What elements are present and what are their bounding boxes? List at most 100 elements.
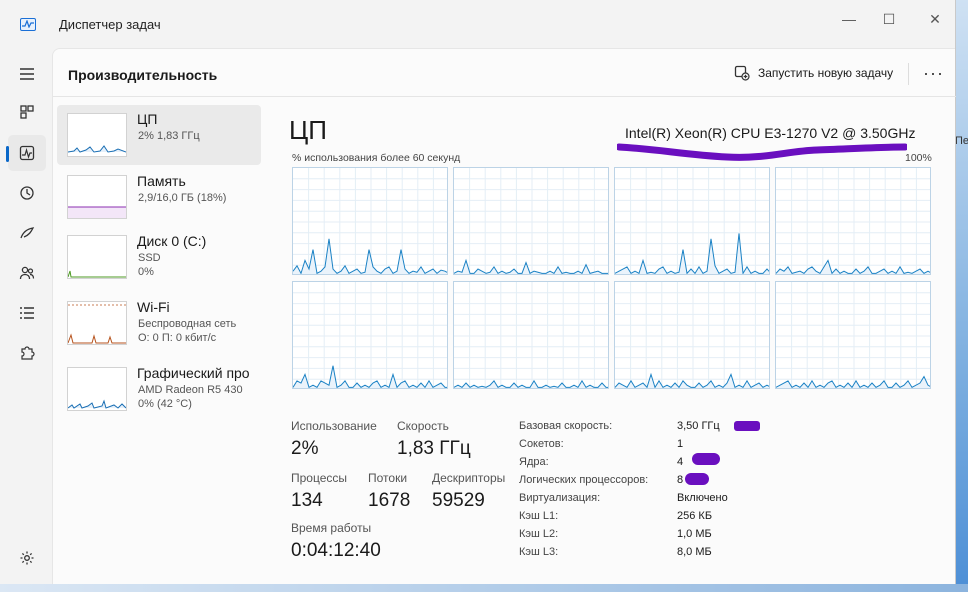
task-manager-window: Диспетчер задач — ☐ ✕ (0, 0, 956, 584)
spec-label: Логических процессоров: (519, 474, 649, 486)
core-graph-svg (454, 168, 608, 274)
task-manager-app-icon (20, 18, 36, 31)
handles-label: Дескрипторы (432, 471, 506, 485)
disk-thumbnail-graph (67, 235, 127, 279)
spec-value: 8,0 МБ (677, 546, 712, 558)
resource-detail-secondary: 0% (138, 266, 154, 278)
memory-thumbnail-graph (67, 175, 127, 219)
resource-name: ЦП (137, 111, 158, 127)
app-history-icon[interactable] (8, 175, 46, 211)
uptime-label: Время работы (291, 521, 372, 535)
spec-label: Кэш L1: (519, 510, 559, 522)
header-divider (53, 96, 956, 97)
graph-max-label: 100% (905, 152, 932, 164)
spec-label: Кэш L2: (519, 528, 559, 540)
cpu-heading: ЦП (289, 115, 327, 145)
spec-value: Включено (677, 492, 728, 504)
resource-item-cpu[interactable]: ЦП 2% 1,83 ГГц (57, 105, 261, 165)
close-button[interactable]: ✕ (929, 10, 941, 27)
redaction-mark (692, 453, 720, 465)
threads-label: Потоки (368, 471, 408, 485)
spec-value: 1 (677, 438, 684, 450)
performance-icon[interactable] (8, 135, 46, 171)
core-graph (614, 281, 770, 389)
core-graph-svg (776, 168, 930, 274)
resource-detail: 2,9/16,0 ГБ (18%) (138, 192, 227, 204)
desktop-background (954, 0, 968, 592)
resource-name: Графический про (137, 365, 250, 381)
redaction-mark (734, 421, 760, 431)
settings-gear-icon[interactable] (8, 540, 46, 576)
resource-item-gpu[interactable]: Графический про AMD Radeon R5 430 0% (42… (57, 359, 261, 419)
core-graph-svg (293, 282, 447, 388)
wifi-thumbnail-graph (67, 301, 127, 345)
resource-detail: 2% 1,83 ГГц (138, 130, 200, 142)
title-bar[interactable]: Диспетчер задач — ☐ ✕ (0, 0, 955, 48)
resource-item-disk[interactable]: Диск 0 (C:) SSD 0% (57, 227, 261, 287)
redaction-mark (685, 473, 709, 485)
resource-detail: SSD (138, 252, 161, 264)
core-graph-svg (454, 282, 608, 388)
core-graph-svg (293, 168, 447, 274)
speed-value: 1,83 ГГц (397, 438, 471, 459)
spec-label: Виртуализация: (519, 492, 601, 504)
users-icon[interactable] (8, 255, 46, 291)
core-graph-svg (615, 282, 769, 388)
maximize-button[interactable]: ☐ (882, 10, 896, 27)
core-graph (453, 167, 609, 275)
minimize-button[interactable]: — (842, 11, 856, 27)
resource-detail-secondary: 0% (42 °C) (138, 398, 192, 410)
usage-value: 2% (291, 438, 319, 459)
more-options-button[interactable]: ··· (923, 63, 944, 83)
spec-value: 4 (677, 456, 684, 468)
gpu-thumbnail-graph (67, 367, 127, 411)
usage-label: Использование (291, 419, 377, 433)
run-new-task-button[interactable]: Запустить новую задачу (734, 65, 893, 81)
core-graph (614, 167, 770, 275)
resource-detail: Беспроводная сеть (138, 318, 237, 330)
resource-detail-secondary: О: 0 П: 0 кбит/с (138, 332, 217, 344)
handles-value: 59529 (432, 490, 485, 511)
spec-value: 256 КБ (677, 510, 713, 522)
resource-item-memory[interactable]: Память 2,9/16,0 ГБ (18%) (57, 167, 261, 227)
run-new-task-label: Запустить новую задачу (758, 66, 894, 80)
page-title: Производительность (68, 67, 218, 83)
processes-label: Процессы (291, 471, 348, 485)
new-task-icon (734, 65, 750, 81)
spec-value: 3,50 ГГц (677, 420, 720, 432)
background-window-text: Пе (955, 135, 968, 147)
window-title: Диспетчер задач (59, 17, 161, 32)
processes-icon[interactable] (8, 94, 46, 130)
spec-value: 1,0 МБ (677, 528, 712, 540)
uptime-value: 0:04:12:40 (291, 540, 381, 561)
performance-page: Производительность Запустить новую задач… (52, 48, 956, 584)
navigation-sidebar (0, 48, 52, 584)
active-nav-indicator (6, 146, 9, 162)
cpu-thumbnail-graph (67, 113, 127, 157)
spec-label: Кэш L3: (519, 546, 559, 558)
speed-label: Скорость (397, 419, 449, 433)
resource-name: Wi-Fi (137, 299, 170, 315)
spec-label: Сокетов: (519, 438, 564, 450)
spec-value: 8 (677, 474, 684, 486)
cpu-model-name: Intel(R) Xeon(R) CPU E3-1270 V2 @ 3.50GH… (625, 125, 916, 141)
threads-value: 1678 (368, 490, 411, 511)
desktop-background-bottom (0, 584, 968, 592)
details-list-icon[interactable] (8, 295, 46, 331)
startup-apps-icon[interactable] (8, 215, 46, 251)
spec-label: Базовая скорость: (519, 420, 613, 432)
spec-label: Ядра: (519, 456, 549, 468)
graph-caption: % использования более 60 секунд (292, 152, 461, 164)
toolbar-divider (908, 63, 909, 85)
services-puzzle-icon[interactable] (8, 335, 46, 371)
logical-processor-graphs (292, 167, 934, 395)
core-graph (453, 281, 609, 389)
core-graph-svg (776, 282, 930, 388)
resource-item-wifi[interactable]: Wi-Fi Беспроводная сеть О: 0 П: 0 кбит/с (57, 293, 261, 353)
redaction-scribble (617, 143, 907, 161)
processes-value: 134 (291, 490, 323, 511)
core-graph (292, 167, 448, 275)
resource-name: Память (137, 173, 186, 189)
hamburger-menu-icon[interactable] (8, 56, 46, 92)
core-graph (775, 167, 931, 275)
